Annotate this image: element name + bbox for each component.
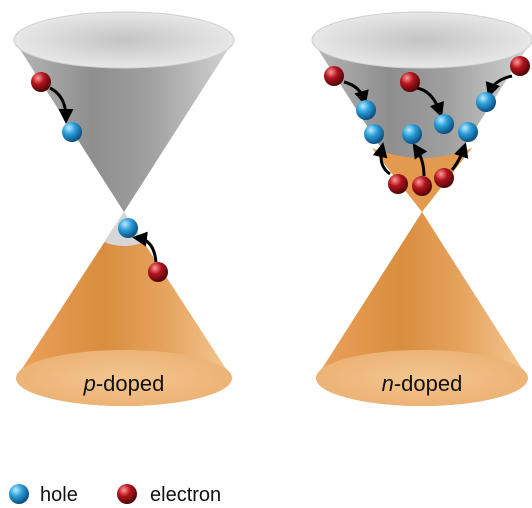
right-hole-3 (402, 124, 422, 144)
right-electron-2 (400, 72, 420, 92)
right-arrow-3 (485, 74, 513, 98)
right-arrow-2 (415, 86, 444, 118)
legend-hole-label: hole (40, 484, 78, 506)
left-electron-bottom (148, 262, 168, 282)
left-arrow-top (49, 86, 74, 124)
legend: hole electron (9, 484, 221, 506)
right-hole-1 (356, 100, 376, 120)
right-cone-label: n-doped (382, 371, 463, 396)
right-hole-4 (434, 114, 454, 134)
legend-electron-label: electron (150, 484, 221, 506)
right-electron-4 (388, 174, 408, 194)
left-electron-top (31, 72, 51, 92)
right-electron-3 (510, 56, 530, 76)
legend-hole-icon (9, 484, 29, 504)
right-conduction-cone (312, 40, 532, 212)
legend-electron-icon (117, 484, 137, 504)
right-valence-base (316, 350, 528, 406)
right-electron-6 (434, 168, 454, 188)
right-electron-5 (412, 176, 432, 196)
left-hole-bottom (118, 218, 138, 238)
right-hole-2 (364, 124, 384, 144)
left-valence-base (16, 350, 232, 406)
left-hole-top (62, 122, 82, 142)
left-cone-group: p-doped (13, 11, 235, 406)
left-conduction-top (13, 11, 235, 69)
right-arrow-6 (450, 142, 469, 171)
left-conduction-cone (14, 40, 234, 212)
right-arrow-4 (372, 142, 391, 176)
right-electron-1 (324, 66, 344, 86)
right-arrow-5 (412, 143, 428, 177)
right-arrow-1 (343, 80, 369, 106)
right-conduction-top (311, 11, 532, 69)
right-hole-6 (476, 92, 496, 112)
left-cone-label: p-doped (83, 371, 165, 396)
right-hole-5 (458, 122, 478, 142)
left-arrow-bottom (132, 231, 158, 263)
right-cone-group: n-doped (311, 11, 532, 406)
